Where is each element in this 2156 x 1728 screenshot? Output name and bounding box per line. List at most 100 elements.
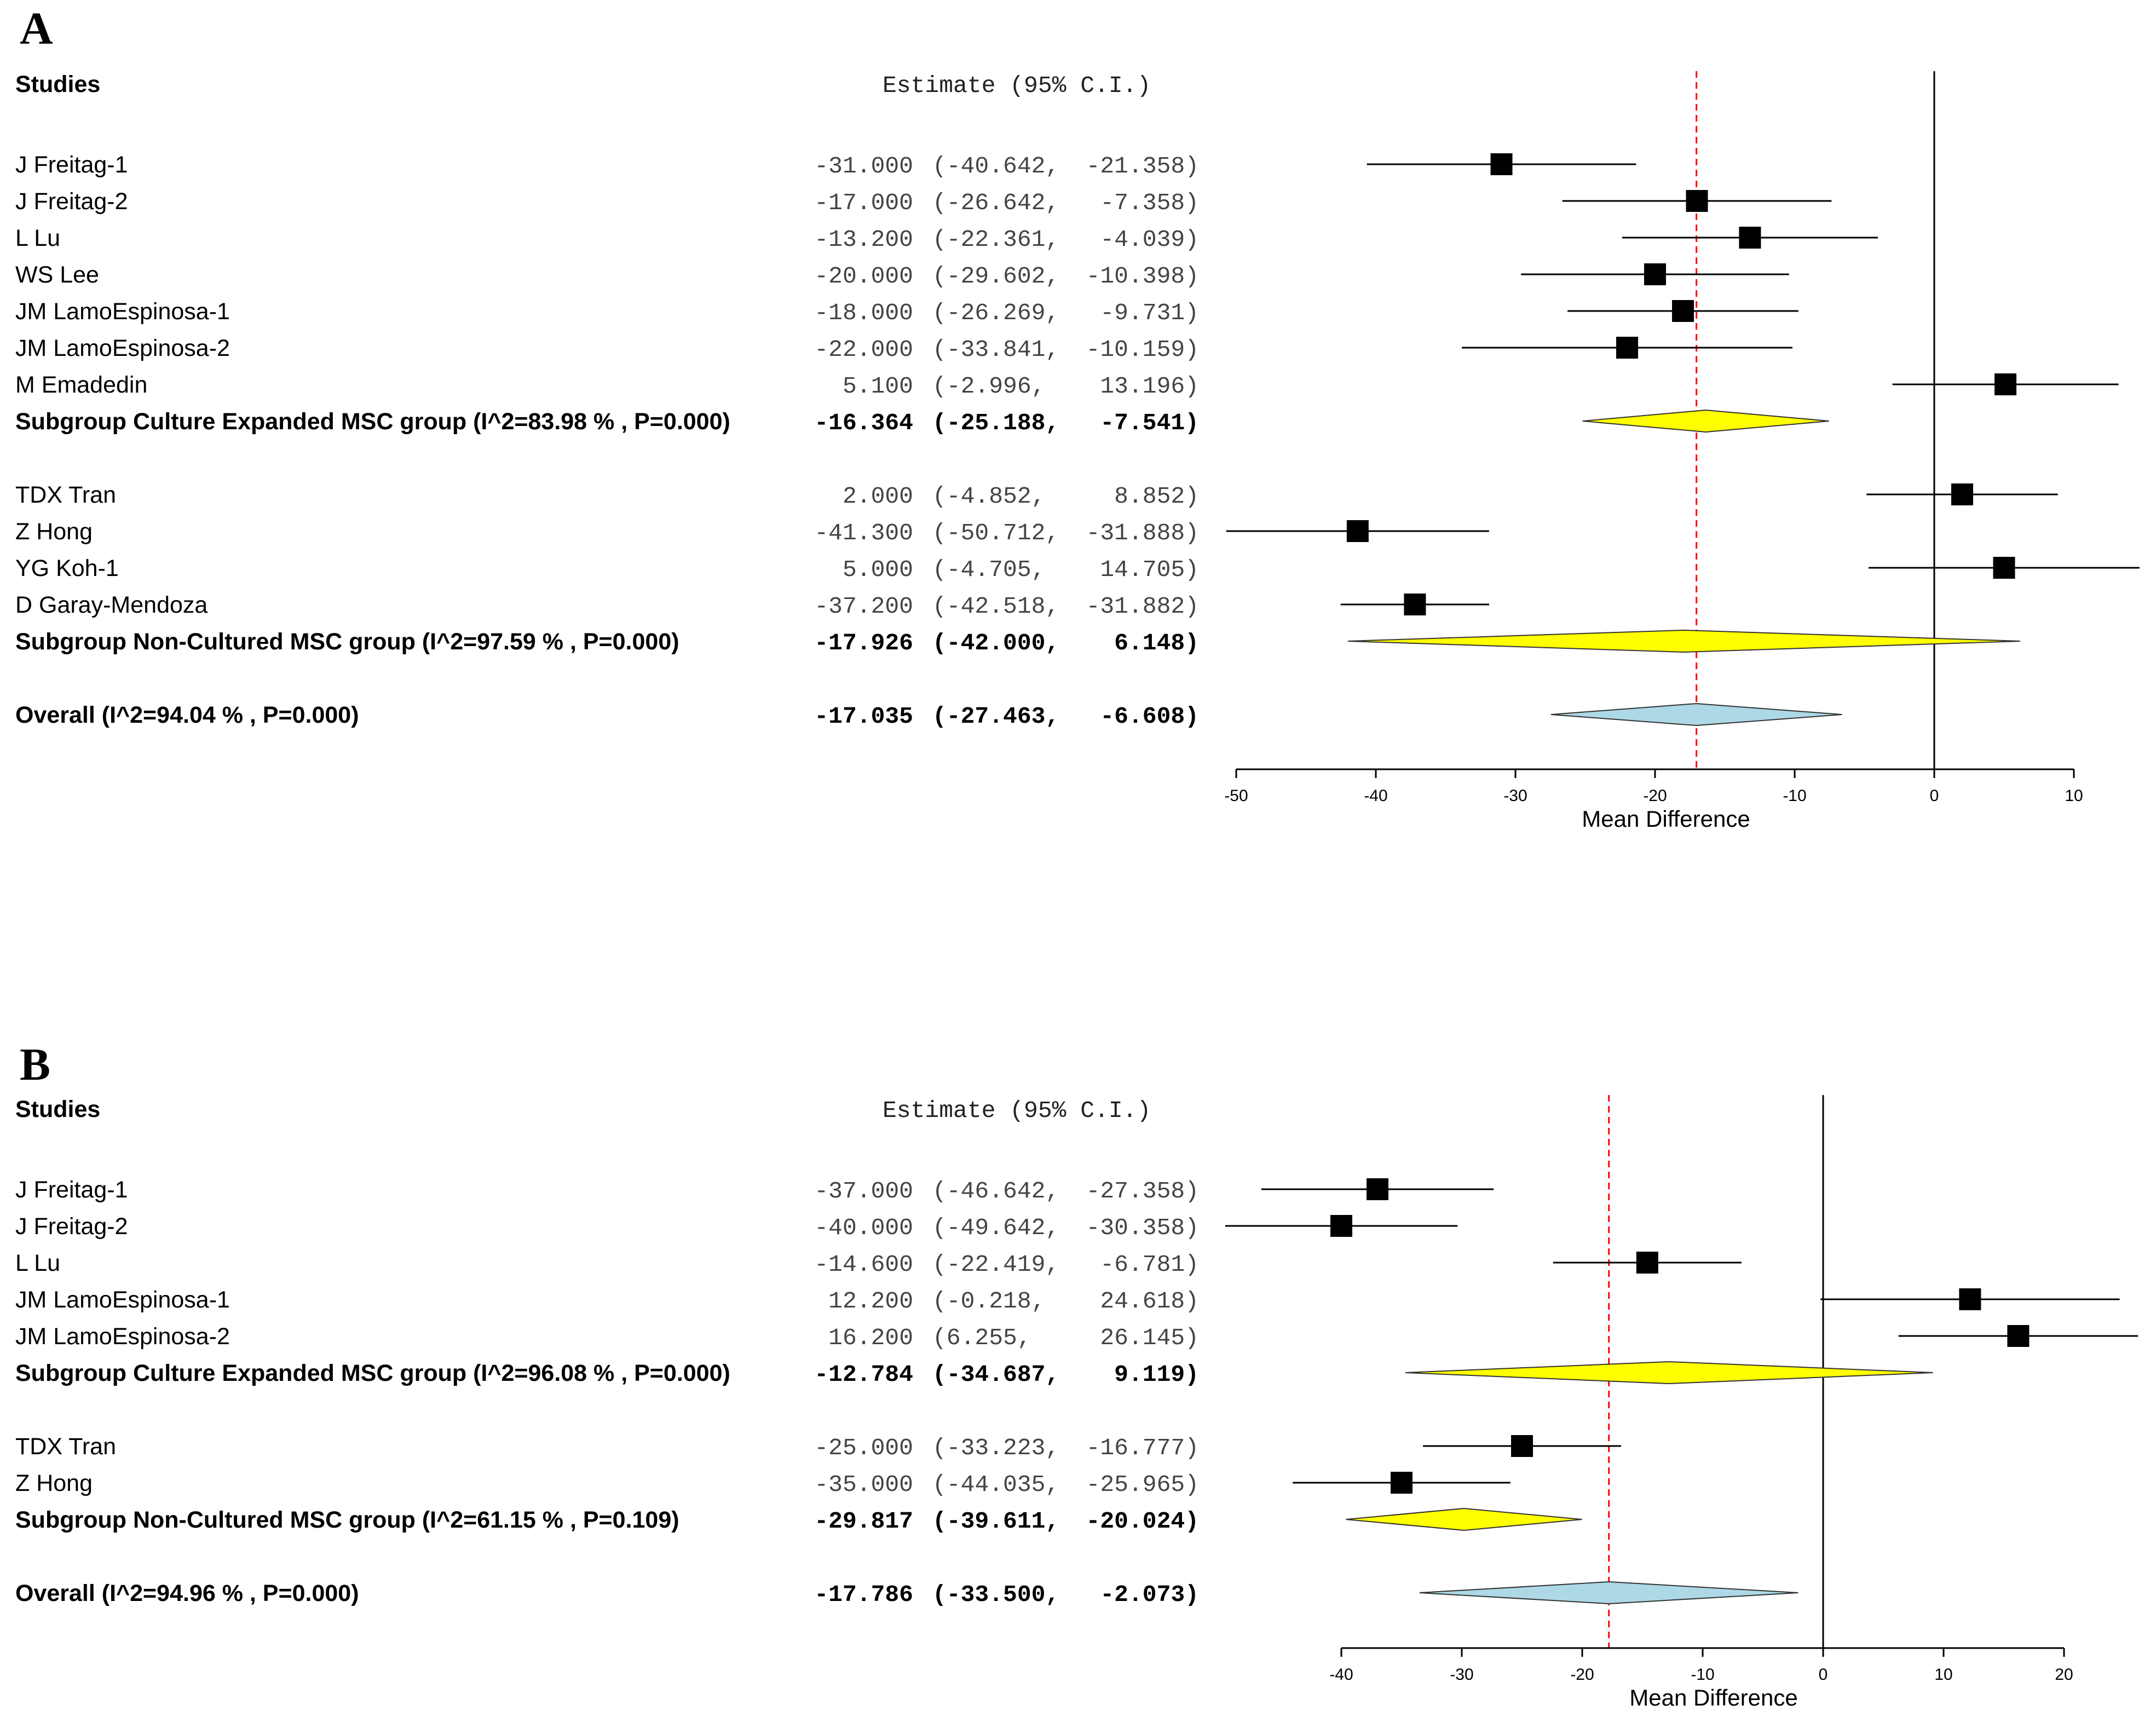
panel-a-row-ci-upper: 13.196): [1100, 373, 1199, 400]
panel-a-row-ci-upper: 8.852): [1114, 483, 1199, 510]
panel-a-row-label: D Garay-Mendoza: [15, 592, 207, 618]
panel-a-study-point: [1346, 520, 1369, 542]
panel-a-row-ci-upper: -10.159): [1086, 336, 1199, 363]
panel-a-x-tick-label: -40: [1364, 787, 1387, 805]
panel-b-study-point: [2007, 1325, 2030, 1347]
panel-b-row-ci-upper: 26.145): [1100, 1324, 1199, 1351]
panel-a-row-ci-lower: (-4.852,: [932, 483, 1045, 510]
panel-a-row-ci-upper: -9.731): [1100, 299, 1199, 326]
panel-a-x-tick-label: -30: [1503, 787, 1527, 805]
panel-b-row-label: J Freitag-1: [15, 1177, 128, 1203]
panel-a-row-estimate: 2.000: [843, 483, 913, 510]
panel-b-study-point: [1636, 1252, 1658, 1274]
panel-b-row-ci-lower: (-46.642,: [932, 1178, 1059, 1205]
panel-b-row-ci-upper: 9.119): [1114, 1361, 1199, 1388]
panel-b-row-label: Overall (I^2=94.96 % , P=0.000): [15, 1580, 359, 1606]
panel-b-row-ci-upper: -16.777): [1086, 1435, 1199, 1461]
panel-b-row-label: JM LamoEspinosa-2: [15, 1323, 230, 1350]
panel-b-subgroup-diamond: [1405, 1361, 1933, 1385]
panel-a-row-ci-upper: -6.608): [1100, 703, 1199, 730]
panel-a-row-label: Subgroup Culture Expanded MSC group (I^2…: [15, 408, 730, 435]
panel-b-row-ci-upper: -6.781): [1100, 1251, 1199, 1278]
panel-a-row-estimate: -31.000: [814, 153, 913, 180]
panel-b-row-label: JM LamoEspinosa-1: [15, 1287, 230, 1313]
panel-b-row-ci-lower: (-34.687,: [932, 1361, 1059, 1388]
panel-a-row-ci-lower: (-33.841,: [932, 336, 1059, 363]
panel-a-row-ci-upper: 14.705): [1100, 556, 1199, 583]
panel-a-row-ci-upper: -7.358): [1100, 189, 1199, 216]
panel-b-row-estimate: -25.000: [814, 1435, 913, 1461]
panel-b-overall-diamond: [1419, 1581, 1798, 1605]
panel-b-row-ci-lower: (-33.223,: [932, 1435, 1059, 1461]
panel-a-study-point: [1686, 190, 1708, 212]
panel-a-row-estimate: -17.035: [814, 703, 913, 730]
panel-a-row-ci-upper: 6.148): [1114, 630, 1199, 656]
panel-a-row-ci-upper: -10.398): [1086, 263, 1199, 290]
panel-b-study-point: [1959, 1288, 1981, 1310]
panel-a-x-tick-label: 0: [1930, 787, 1939, 805]
panel-b-x-tick-label: 20: [2055, 1666, 2073, 1684]
panel-b-row-estimate: -37.000: [814, 1178, 913, 1205]
panel-b-row-ci-lower: (-39.611,: [932, 1508, 1059, 1535]
panel-a-subgroup-diamond: [1582, 409, 1829, 433]
panel-b-row-ci-lower: (-49.642,: [932, 1214, 1059, 1241]
panel-a-row-ci-upper: -21.358): [1086, 153, 1199, 180]
panel-b-row-estimate: -40.000: [814, 1214, 913, 1241]
panel-a-x-tick-label: 10: [2065, 787, 2083, 805]
panel-a-row-ci-upper: -4.039): [1100, 226, 1199, 253]
panel-a-study-point: [1672, 300, 1694, 322]
panel-a-study-point: [1644, 263, 1666, 285]
panel-a-row-ci-lower: (-40.642,: [932, 153, 1059, 180]
panel-a-row-ci-lower: (-25.188,: [932, 410, 1059, 436]
panel-a-row-estimate: -41.300: [814, 520, 913, 546]
panel-b-row-ci-upper: -20.024): [1086, 1508, 1199, 1535]
panel-b-row-ci-lower: (-33.500,: [932, 1581, 1059, 1608]
panel-b-row-ci-lower: (-22.419,: [932, 1251, 1059, 1278]
panel-a-row-estimate: -13.200: [814, 226, 913, 253]
panel-a-x-tick-label: -50: [1224, 787, 1248, 805]
panel-b-x-tick-label: 10: [1934, 1666, 1952, 1684]
panel-a-row-ci-upper: -31.888): [1086, 520, 1199, 546]
panel-b-row-ci-upper: -30.358): [1086, 1214, 1199, 1241]
panel-b-row-estimate: 16.200: [828, 1324, 913, 1351]
panel-b-row-estimate: 12.200: [828, 1288, 913, 1315]
panel-b-row-label: Z Hong: [15, 1470, 93, 1496]
panel-a-row-ci-lower: (-42.000,: [932, 630, 1059, 656]
panel-b-row-label: Subgroup Non-Cultured MSC group (I^2=61.…: [15, 1507, 679, 1533]
panel-a-row-ci-lower: (-2.996,: [932, 373, 1045, 400]
panel-a-row-ci-upper: -31.882): [1086, 593, 1199, 620]
panel-a-row-label: Subgroup Non-Cultured MSC group (I^2=97.…: [15, 629, 679, 655]
panel-a-row-estimate: -20.000: [814, 263, 913, 290]
panel-a-row-estimate: -16.364: [814, 410, 913, 436]
panel-b-row-label: TDX Tran: [15, 1433, 116, 1460]
panel-b-row-ci-lower: (-44.035,: [932, 1471, 1059, 1498]
panel-b-row-estimate: -17.786: [814, 1581, 913, 1608]
panel-b-row-ci-upper: -2.073): [1100, 1581, 1199, 1608]
panel-a-row-estimate: 5.100: [843, 373, 913, 400]
panel-b-label: B: [20, 1039, 50, 1090]
panel-a-study-point: [1739, 227, 1761, 249]
panel-b-x-tick-label: -10: [1691, 1666, 1714, 1684]
panel-b-row-label: Subgroup Culture Expanded MSC group (I^2…: [15, 1360, 730, 1386]
panel-a-row-label: TDX Tran: [15, 482, 116, 508]
panel-a-overall-diamond: [1550, 702, 1842, 727]
panel-b-study-point: [1367, 1178, 1388, 1200]
panel-a-row-label: WS Lee: [15, 262, 99, 288]
panel-b-row-ci-upper: -27.358): [1086, 1178, 1199, 1205]
panel-a-study-point: [1490, 153, 1513, 175]
panel-a-study-point: [1951, 483, 1973, 505]
panel-a-row-ci-lower: (-26.642,: [932, 189, 1059, 216]
panel-a-x-tick-label: -10: [1783, 787, 1806, 805]
panel-a-row-label: M Emadedin: [15, 372, 147, 398]
panel-b-x-axis-title: Mean Difference: [1629, 1685, 1797, 1710]
panel-a-row-estimate: -17.000: [814, 189, 913, 216]
panel-a-row-label: JM LamoEspinosa-2: [15, 335, 230, 361]
panel-a-row-ci-lower: (-26.269,: [932, 299, 1059, 326]
panel-a-x-axis-title: Mean Difference: [1582, 806, 1750, 832]
panel-a-row-label: JM LamoEspinosa-1: [15, 298, 230, 325]
panel-b-subgroup-diamond: [1346, 1507, 1582, 1531]
panel-a-row-ci-lower: (-50.712,: [932, 520, 1059, 546]
panel-a-study-point: [1994, 373, 2017, 395]
panel-a-row-label: L Lu: [15, 225, 60, 251]
